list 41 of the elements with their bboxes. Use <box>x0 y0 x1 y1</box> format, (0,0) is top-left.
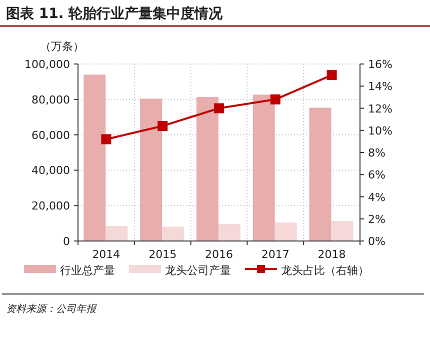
point <box>326 70 337 80</box>
bar <box>274 222 297 241</box>
y-tick-label: 60,000 <box>32 128 70 142</box>
y-tick-label: 40,000 <box>32 164 70 178</box>
y-axis-title: （万条） <box>40 40 84 53</box>
legend-label: 行业总产量 <box>60 264 115 277</box>
x-tick-label: 2015 <box>148 248 177 261</box>
y2-tick-label: 8% <box>368 146 386 160</box>
y-tick-label: 80,000 <box>32 93 70 106</box>
bar <box>252 94 275 241</box>
y2-tick-label: 4% <box>368 190 386 204</box>
legend-label: 龙头公司产量 <box>165 264 231 277</box>
y-tick-label: 0 <box>63 235 70 248</box>
bar <box>309 108 332 241</box>
point <box>158 120 168 131</box>
y2-tick-label: 12% <box>368 102 392 116</box>
x-tick-label: 2017 <box>261 248 290 261</box>
y2-tick-label: 0% <box>368 235 386 248</box>
x-tick-label: 2016 <box>205 248 233 261</box>
bar <box>106 226 128 241</box>
x-tick-label: 2014 <box>92 248 120 261</box>
point <box>101 134 112 144</box>
text: 资料来源：公司年报 <box>6 303 97 315</box>
y2-tick-label: 6% <box>368 168 386 182</box>
x-tick-label: 2018 <box>318 248 346 261</box>
bar <box>331 221 354 241</box>
y-tick-label: 20,000 <box>32 200 70 213</box>
bar <box>140 98 162 241</box>
point <box>270 94 280 104</box>
y2-tick-label: 10% <box>368 124 392 138</box>
legend-label: 龙头占比（右轴） <box>281 264 369 277</box>
y2-tick-label: 2% <box>368 212 386 226</box>
y2-tick-label: 16% <box>368 58 392 71</box>
bar <box>84 74 106 241</box>
y-tick-label: 100,000 <box>24 58 70 71</box>
point <box>214 103 224 114</box>
bar <box>218 224 240 241</box>
bar <box>162 226 184 241</box>
y2-tick-label: 14% <box>368 80 392 94</box>
bar <box>196 96 218 241</box>
chart-title: 图表 11. 轮胎行业产量集中度情况 <box>6 5 224 22</box>
